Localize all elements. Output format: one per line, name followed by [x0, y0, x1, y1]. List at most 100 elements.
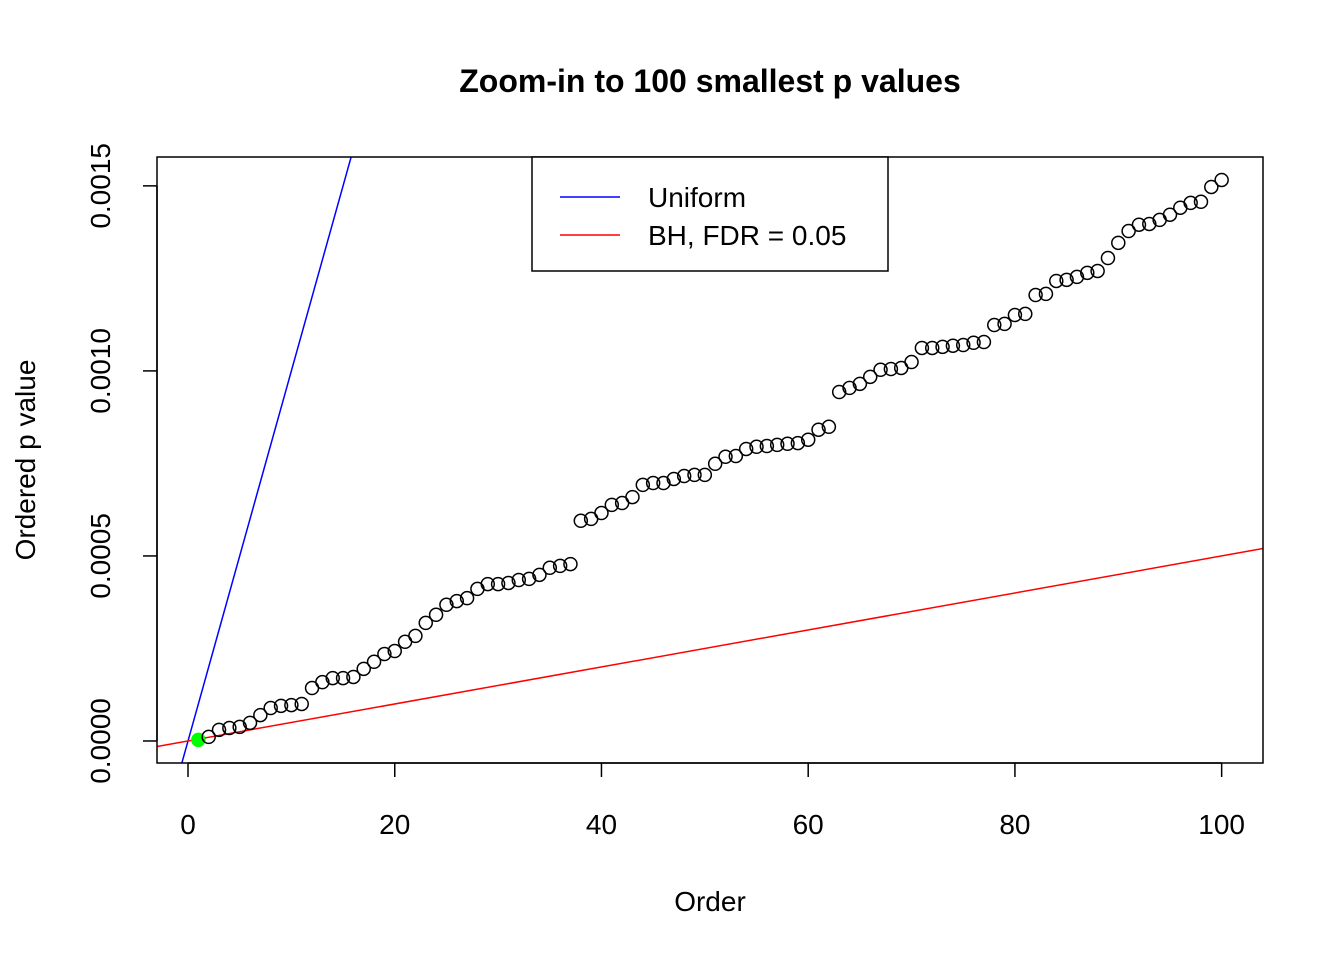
- data-point: [325, 670, 340, 686]
- data-point: [955, 337, 971, 353]
- data-point: [459, 590, 475, 606]
- data-point: [873, 362, 888, 378]
- data-point: [1069, 269, 1085, 285]
- data-point: [1059, 272, 1074, 288]
- data-point: [346, 669, 361, 685]
- data-point: [790, 435, 806, 451]
- data-point: [914, 340, 930, 356]
- data-point: [449, 593, 465, 609]
- data-point: [738, 441, 754, 457]
- data-point: [356, 661, 371, 677]
- data-point: [552, 558, 568, 574]
- x-tick-label: 0: [180, 809, 196, 840]
- data-point: [418, 615, 433, 631]
- data-point: [211, 722, 227, 738]
- data-point: [904, 354, 919, 370]
- data-point: [656, 475, 671, 491]
- data-point: [439, 597, 454, 613]
- data-point: [1100, 250, 1116, 266]
- chart-title: Zoom-in to 100 smallest p values: [459, 63, 960, 99]
- data-point: [242, 715, 258, 731]
- data-point: [263, 700, 278, 716]
- data-point: [222, 720, 237, 736]
- data-point: [1111, 235, 1126, 251]
- reference-line-1: [157, 547, 1263, 748]
- data-point: [831, 384, 847, 400]
- y-axis-label: Ordered p value: [10, 360, 41, 561]
- reference-line-0: [181, 157, 352, 763]
- data-point: [594, 505, 609, 521]
- data-point: [997, 316, 1012, 332]
- data-point: [666, 471, 682, 487]
- data-point: [780, 436, 795, 452]
- data-point: [490, 576, 506, 592]
- data-point: [1028, 287, 1043, 303]
- x-tick-label: 80: [999, 809, 1030, 840]
- x-tick-label: 60: [793, 809, 824, 840]
- legend-label-uniform: Uniform: [648, 182, 746, 213]
- data-point: [1183, 195, 1198, 211]
- data-point: [718, 449, 733, 465]
- data-point: [1007, 307, 1023, 323]
- data-point: [563, 556, 578, 572]
- data-point: [201, 729, 216, 745]
- data-point: [294, 696, 309, 712]
- data-point: [1018, 306, 1033, 322]
- x-axis-label: Order: [674, 886, 746, 917]
- data-point: [511, 572, 527, 588]
- legend-box: [531, 156, 889, 272]
- y-tick-label: 0.0015: [85, 143, 116, 229]
- y-tick-label: 0.0005: [85, 513, 116, 599]
- data-point: [315, 674, 330, 690]
- data-point: [728, 448, 744, 464]
- data-point: [749, 439, 764, 455]
- y-tick-label: 0.0000: [85, 698, 116, 784]
- data-point: [800, 432, 816, 447]
- data-point: [387, 643, 402, 659]
- data-point: [232, 719, 247, 735]
- legend: Uniform BH, FDR = 0.05: [531, 156, 889, 272]
- data-point: [1049, 273, 1064, 289]
- data-point: [707, 456, 723, 472]
- legend-label-bh: BH, FDR = 0.05: [648, 220, 846, 251]
- data-point: [811, 422, 826, 437]
- data-point: [769, 437, 785, 453]
- data-point: [697, 467, 713, 483]
- data-point: [625, 489, 640, 505]
- data-point: [924, 340, 940, 356]
- data-point: [1080, 265, 1095, 281]
- data-point: [966, 335, 981, 351]
- data-point: [821, 419, 837, 435]
- data-point: [273, 698, 289, 714]
- x-tick-label: 100: [1198, 809, 1245, 840]
- data-point: [542, 560, 558, 576]
- data-point: [1214, 172, 1229, 188]
- data-point: [253, 707, 268, 723]
- data-point: [687, 467, 702, 483]
- data-point: [428, 607, 444, 623]
- data-point: [521, 571, 537, 587]
- data-point: [976, 334, 992, 350]
- data-point: [1204, 179, 1219, 195]
- data-point: [604, 497, 620, 513]
- data-point: [335, 670, 351, 686]
- data-point: [377, 646, 392, 662]
- data-point: [635, 477, 651, 493]
- data-point: [862, 369, 878, 385]
- data-point: [366, 654, 382, 670]
- data-point: [284, 697, 299, 713]
- data-point: [852, 376, 868, 392]
- data-point: [1162, 207, 1178, 222]
- data-point: [842, 380, 857, 396]
- x-tick-label: 40: [586, 809, 617, 840]
- data-point: [532, 567, 547, 583]
- data-point: [883, 361, 899, 377]
- data-point: [408, 628, 423, 644]
- data-point: [945, 338, 961, 353]
- data-point: [501, 575, 516, 591]
- data-point: [1131, 217, 1147, 232]
- data-point: [480, 576, 496, 592]
- x-tick-label: 20: [379, 809, 410, 840]
- data-point: [645, 475, 661, 491]
